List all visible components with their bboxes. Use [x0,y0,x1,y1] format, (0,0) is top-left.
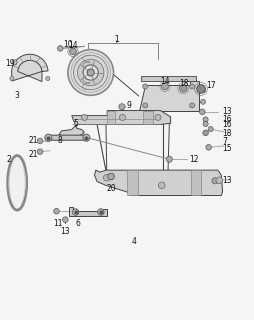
Circle shape [57,46,63,51]
Text: 7: 7 [222,137,227,146]
Polygon shape [190,170,200,195]
Text: 8: 8 [58,136,62,146]
Circle shape [200,88,205,93]
Circle shape [200,99,205,104]
Polygon shape [142,110,152,124]
Circle shape [83,65,98,80]
Circle shape [119,114,125,120]
Text: 10: 10 [63,40,72,49]
Text: 14: 14 [160,77,169,86]
Circle shape [118,104,124,110]
Circle shape [189,84,194,89]
Text: 20: 20 [106,184,115,193]
Circle shape [45,76,50,81]
Text: 13: 13 [222,107,231,116]
Circle shape [72,209,78,215]
Circle shape [69,48,76,55]
Polygon shape [94,170,222,196]
Circle shape [12,60,17,65]
Text: 16: 16 [222,115,231,124]
Circle shape [77,59,104,86]
Circle shape [205,145,211,150]
Polygon shape [107,110,114,124]
Polygon shape [45,135,88,140]
Circle shape [107,173,114,180]
Circle shape [202,130,208,136]
Circle shape [142,103,147,108]
Polygon shape [141,76,195,81]
Circle shape [73,55,107,90]
Polygon shape [69,207,107,216]
Circle shape [202,122,207,126]
Circle shape [179,84,186,92]
Polygon shape [127,170,137,195]
Text: 4: 4 [131,237,136,246]
Polygon shape [138,81,198,110]
Ellipse shape [10,158,24,208]
Circle shape [199,109,204,115]
Circle shape [207,126,212,132]
Polygon shape [59,110,170,137]
Circle shape [154,114,160,120]
Text: 13: 13 [60,227,70,236]
Text: 1: 1 [113,35,118,44]
Circle shape [142,84,147,89]
Text: 21: 21 [29,136,38,146]
Text: 19: 19 [6,59,15,68]
Text: 3: 3 [15,91,20,100]
Circle shape [62,217,68,222]
Circle shape [196,85,204,93]
Text: 9: 9 [126,101,131,110]
Text: 12: 12 [188,156,198,164]
Text: 5: 5 [73,119,78,128]
Circle shape [215,177,222,184]
Circle shape [37,149,43,155]
Text: 11: 11 [53,220,62,228]
Text: 17: 17 [205,81,215,90]
Text: 2: 2 [6,156,11,164]
Text: 21: 21 [29,150,38,159]
Circle shape [83,134,90,141]
Circle shape [158,182,164,189]
Circle shape [189,103,194,108]
Circle shape [54,208,59,214]
Circle shape [202,117,207,122]
Text: 16: 16 [222,120,231,129]
Text: 18: 18 [222,129,231,138]
Text: 14: 14 [68,41,77,50]
Circle shape [161,83,168,90]
Circle shape [211,178,217,184]
Circle shape [10,76,14,81]
Circle shape [87,69,94,76]
Circle shape [166,156,172,162]
Polygon shape [12,54,48,82]
Text: 6: 6 [75,220,80,228]
Circle shape [68,50,113,95]
Circle shape [97,209,104,215]
Circle shape [45,134,52,141]
Circle shape [37,138,43,144]
Text: 13: 13 [222,176,231,185]
Text: 18: 18 [178,79,188,88]
Circle shape [103,174,109,181]
Circle shape [81,114,87,120]
Text: 15: 15 [222,144,231,153]
